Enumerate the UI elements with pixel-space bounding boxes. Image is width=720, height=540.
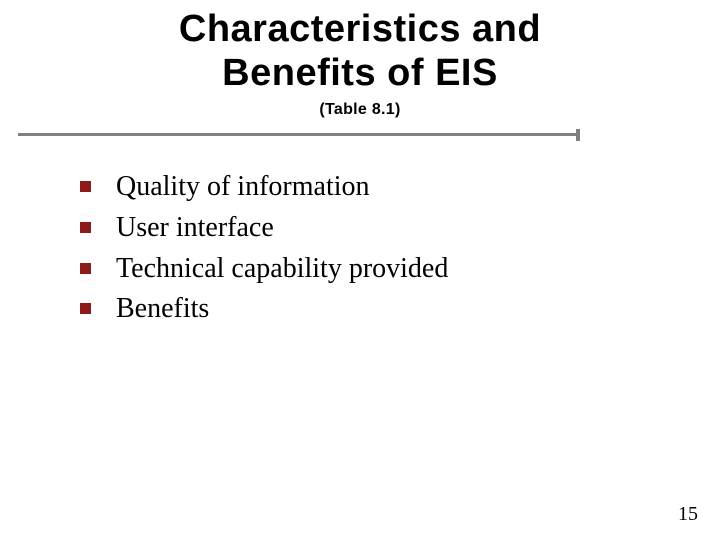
slide-title: Characteristics and Benefits of EIS [0,8,720,95]
divider [0,129,720,143]
slide: Characteristics and Benefits of EIS (Tab… [0,0,720,540]
list-item: Benefits [80,289,720,330]
title-block: Characteristics and Benefits of EIS (Tab… [0,0,720,119]
page-number: 15 [678,503,698,526]
list-item: Quality of information [80,167,720,208]
list-item-text: Quality of information [116,171,370,202]
bullet-list: Quality of information User interface Te… [80,167,720,329]
list-item: Technical capability provided [80,249,720,290]
list-item-text: Technical capability provided [116,253,448,284]
slide-subtitle: (Table 8.1) [0,101,720,119]
list-item-text: Benefits [116,293,209,324]
list-item: User interface [80,208,720,249]
title-line-2: Benefits of EIS [222,52,498,94]
divider-line [18,133,578,136]
divider-tick [576,129,580,141]
list-item-text: User interface [116,212,274,243]
title-line-1: Characteristics and [179,8,541,50]
